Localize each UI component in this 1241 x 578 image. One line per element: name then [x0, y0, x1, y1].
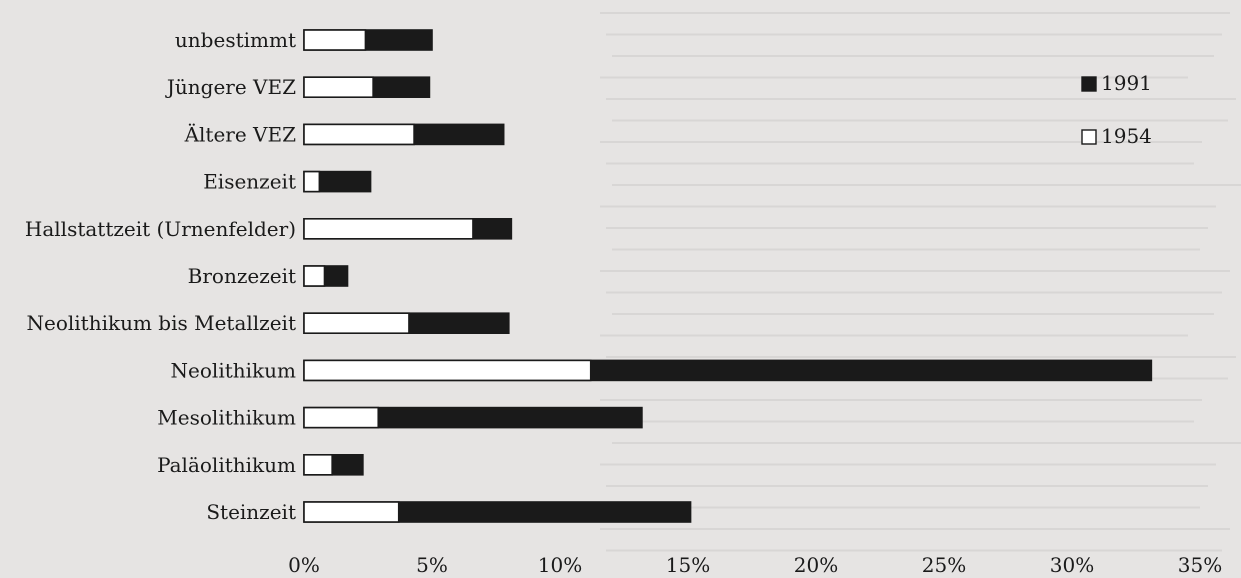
bar-1954: [303, 76, 374, 98]
x-tick-label: 0%: [288, 553, 320, 577]
background-text-line: [606, 98, 1236, 100]
background-text-line: [600, 205, 1216, 208]
background-text-line: [606, 33, 1222, 36]
background-text-line: [612, 248, 1200, 251]
background-text-line: [606, 291, 1222, 294]
category-label: Eisenzeit: [203, 170, 296, 194]
background-text-line: [612, 184, 1241, 186]
x-tick-label: 30%: [1050, 553, 1094, 577]
x-tick-label: 20%: [794, 553, 838, 577]
category-label: Mesolithikum: [157, 406, 296, 430]
category-label: Jüngere VEZ: [165, 75, 296, 99]
bar-1954: [303, 312, 410, 335]
background-text-line: [600, 399, 1202, 401]
category-label: Paläolithikum: [157, 453, 296, 477]
background-text-line: [606, 485, 1208, 487]
background-text-line: [600, 141, 1202, 143]
category-label: Hallstattzeit (Urnenfelder): [25, 217, 296, 241]
x-tick-label: 25%: [922, 553, 966, 577]
category-label: Steinzeit: [206, 500, 296, 524]
background-text-line: [612, 313, 1214, 315]
bar-1954: [303, 359, 592, 382]
x-tick-label: 35%: [1178, 553, 1222, 577]
background-text-line: [606, 420, 1194, 423]
background-text-line: [600, 463, 1216, 466]
x-axis: 0% 5% 10% 15% 20% 25% 30% 35%: [288, 553, 1222, 577]
background-text-line: [600, 270, 1230, 272]
legend-label-1991: 1991: [1101, 71, 1152, 95]
bar-1954: [303, 453, 333, 476]
background-page-texture: [600, 12, 1241, 552]
bar-1954: [303, 501, 400, 523]
bar-1954: [303, 123, 415, 146]
bar-1954: [303, 265, 326, 287]
legend-label-1954: 1954: [1101, 124, 1152, 148]
category-label: Bronzezeit: [188, 264, 296, 288]
x-tick-label: 5%: [416, 553, 448, 577]
category-label: Neolithikum bis Metallzeit: [26, 311, 296, 335]
legend-swatch-1991: [1081, 76, 1097, 92]
background-text-line: [606, 549, 1222, 552]
x-tick-label: 10%: [538, 553, 582, 577]
bar-1954: [303, 170, 321, 193]
bar-1954: [303, 218, 474, 240]
legend: 1991 1954: [1081, 71, 1152, 148]
background-text-line: [600, 334, 1188, 337]
background-text-line: [600, 12, 1230, 14]
background-text-line: [606, 356, 1236, 358]
bar-1954: [303, 29, 367, 51]
background-text-line: [612, 506, 1200, 509]
background-text-line: [612, 55, 1214, 57]
category-labels-group: unbestimmt Jüngere VEZ Ältere VEZ Eisenzeit…: [25, 28, 296, 524]
background-text-line: [606, 162, 1194, 165]
background-text-line: [600, 76, 1188, 79]
background-text-line: [600, 528, 1230, 530]
category-label: Ältere VEZ: [184, 122, 297, 146]
category-label: Neolithikum: [171, 358, 296, 382]
background-text-line: [612, 442, 1241, 444]
x-tick-label: 15%: [666, 553, 710, 577]
background-text-line: [606, 227, 1208, 229]
background-text-line: [612, 119, 1228, 122]
legend-swatch-1954: [1081, 129, 1097, 145]
bars-group: [303, 29, 1153, 523]
category-label: unbestimmt: [175, 28, 296, 52]
bar-1954: [303, 406, 380, 429]
